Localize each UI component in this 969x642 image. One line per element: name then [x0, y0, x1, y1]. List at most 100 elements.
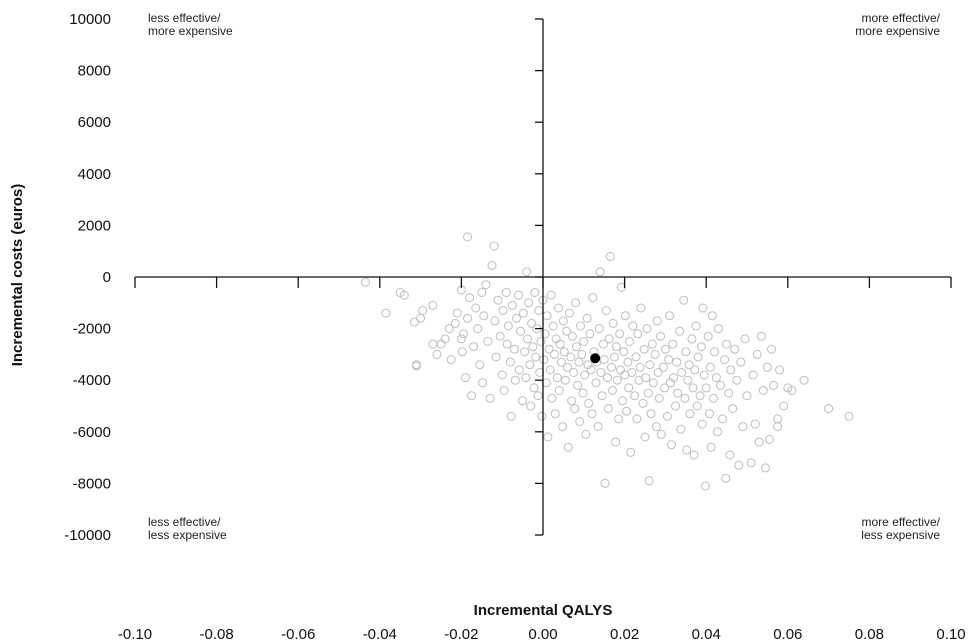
replicate-point: [529, 383, 539, 393]
replicate-point: [599, 355, 609, 365]
replicate-point: [769, 380, 778, 390]
replicate-point: [495, 331, 505, 341]
replicate-point: [567, 396, 577, 406]
replicate-point: [716, 380, 725, 390]
replicate-point: [542, 311, 552, 321]
replicate-point: [730, 344, 740, 354]
replicate-point: [583, 360, 593, 370]
replicate-point: [711, 373, 721, 383]
y-axis-title: Incremental costs (euros): [9, 184, 26, 367]
replicate-point: [481, 280, 491, 290]
replicate-point: [565, 308, 574, 318]
y-tick-label: 6000: [78, 114, 111, 131]
replicate-point: [748, 370, 758, 380]
replicate-point: [844, 411, 854, 421]
replicate-point: [725, 450, 735, 460]
replicate-point: [566, 352, 576, 362]
replicate-point: [750, 419, 760, 429]
replicate-point: [558, 316, 568, 326]
replicate-point: [623, 357, 633, 367]
replicate-point: [758, 386, 768, 395]
replicate-point: [485, 393, 495, 403]
replicate-point: [552, 373, 562, 383]
replicate-point: [570, 404, 580, 414]
replicate-point: [530, 288, 540, 297]
replicate-point: [497, 370, 507, 380]
quadrant-label-top-right: more effective/: [862, 11, 941, 25]
replicate-point: [550, 409, 560, 419]
replicate-point: [638, 398, 648, 408]
replicate-point: [571, 298, 581, 308]
replicate-point: [607, 386, 617, 395]
replicate-point: [551, 334, 561, 344]
replicate-point: [567, 331, 577, 341]
y-tick-label: 10000: [69, 11, 111, 28]
replicate-point: [709, 393, 718, 403]
replicate-point: [615, 329, 625, 339]
replicate-point: [487, 260, 497, 270]
replicate-point: [555, 339, 565, 349]
replicate-point: [628, 321, 638, 331]
replicate-point: [650, 349, 660, 359]
replicate-point: [624, 383, 634, 393]
replicate-point: [467, 391, 477, 401]
replicate-point: [461, 373, 470, 383]
replicate-point: [669, 373, 679, 383]
replicate-point: [642, 324, 652, 334]
replicate-point: [740, 334, 750, 344]
replicate-point: [721, 473, 731, 483]
replicate-point: [452, 308, 462, 318]
replicate-point: [477, 288, 487, 297]
replicate-point: [604, 334, 614, 344]
replicate-point: [418, 306, 428, 315]
replicate-point: [527, 318, 537, 328]
replicate-point: [668, 339, 678, 349]
x-tick-label: -0.08: [199, 626, 233, 642]
replicate-point: [742, 391, 752, 401]
replicate-point: [518, 308, 528, 318]
y-tick-label: 8000: [78, 63, 111, 80]
replicate-point: [734, 460, 744, 470]
replicate-point: [548, 321, 558, 331]
replicate-point: [463, 232, 472, 242]
replicate-point: [416, 313, 426, 323]
replicate-point: [616, 282, 626, 292]
y-tick-label: -2000: [73, 321, 111, 338]
quadrant-label-bottom-right: less expensive: [861, 528, 940, 542]
replicate-point: [713, 324, 723, 334]
replicate-point: [752, 349, 762, 359]
replicate-point: [691, 321, 701, 331]
x-tick-label: 0.08: [855, 626, 884, 642]
replicate-point: [593, 422, 603, 432]
replicate-point: [688, 383, 698, 393]
x-tick-label: 0.00: [528, 626, 557, 642]
quadrant-label-bottom-left: less effective/: [148, 515, 221, 529]
replicate-point: [679, 295, 689, 305]
replicate-point: [499, 386, 509, 395]
replicate-point: [520, 347, 530, 357]
replicate-point: [547, 393, 557, 403]
replicate-point: [664, 355, 674, 365]
replicate-point: [509, 344, 519, 354]
x-tick-label: -0.02: [444, 626, 478, 642]
replicate-point: [676, 424, 686, 434]
quadrant-label-top-right: more expensive: [855, 24, 940, 38]
replicate-point: [660, 344, 670, 354]
replicate-point: [647, 339, 657, 349]
replicate-point: [428, 339, 438, 349]
x-tick-label: -0.06: [281, 626, 315, 642]
replicate-point: [525, 360, 535, 370]
y-tick-label: -10000: [64, 527, 111, 544]
replicate-point: [673, 388, 683, 398]
x-axis-title: Incremental QALYS: [474, 602, 613, 619]
replicate-point: [718, 414, 727, 424]
replicate-point: [643, 388, 653, 398]
replicate-point: [539, 355, 549, 365]
replicate-point: [518, 396, 528, 406]
replicate-point: [635, 362, 645, 372]
replicate-point: [775, 365, 785, 375]
replicate-point: [588, 293, 598, 303]
replicate-point: [428, 300, 438, 310]
replicate-point: [580, 370, 590, 380]
replicate-point: [531, 352, 541, 362]
